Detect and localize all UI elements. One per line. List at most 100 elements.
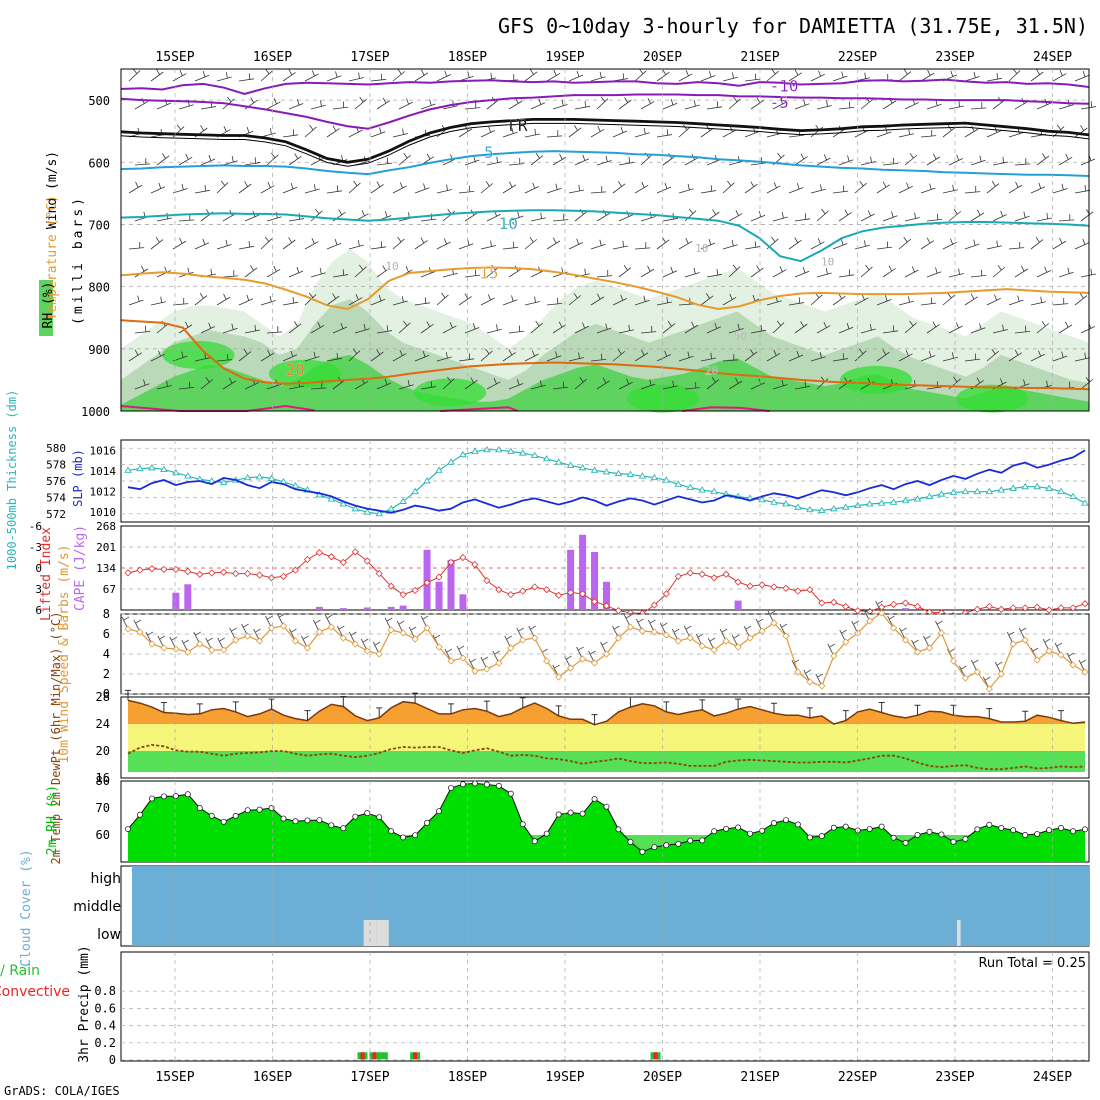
wind-barb [392,128,408,138]
lifted-index-marker [267,574,276,582]
wind-barb [260,295,276,306]
wind-barb [948,100,965,110]
wind-barb [920,129,937,138]
rh-marker [1070,828,1076,835]
wind-barb [612,181,626,194]
isotherm-20C [120,319,1090,391]
lifted-index-marker [148,565,156,573]
wind-barb [128,349,142,362]
thickness-marker [542,454,551,462]
thickness-marker [614,469,623,477]
wind-barb [414,351,430,362]
lifted-index-marker [363,557,371,565]
wind-barb [898,296,914,306]
wind-barb [442,376,455,390]
thickness-marker [638,472,647,479]
wind-barb [486,156,502,166]
wind-barb [590,186,607,194]
wind-speed-marker [411,635,419,643]
wind-barb [326,353,343,362]
wind-barb [1030,182,1046,194]
wind-speed-marker [638,627,646,635]
wind-barb [876,241,893,250]
wind-barb [772,379,788,390]
lifted-index-marker [722,570,730,578]
wind-barb [920,183,936,194]
wind-barb [684,100,700,110]
wind-barb [574,154,590,166]
isotherm-10C [120,209,1090,263]
lifted-index-marker [842,602,850,611]
wind-barb [684,208,697,222]
thickness-marker [578,464,587,471]
wind-barb [326,71,342,82]
thickness-marker [770,498,778,505]
wind-barb [1052,237,1067,250]
wind-barb [480,294,495,306]
wind-speed-marker [686,634,694,642]
wind-barb [1030,237,1044,250]
rh-marker [651,844,658,851]
wind-barb [508,157,525,166]
wind-barb [612,126,628,138]
lifted-index-marker [901,599,910,607]
x-label-bottom: 16SEP [253,1070,292,1085]
wind-speed-marker [303,644,312,652]
thickness-marker [662,476,671,483]
wind-barb [634,68,647,82]
wind-barb [574,376,587,390]
thickness-marker [841,503,850,510]
thickness-marker [973,487,982,495]
thickness-marker [387,505,395,512]
rh-y-tick: 60 [96,828,110,842]
thickness-marker [243,473,252,481]
wind-speed-marker [662,631,670,639]
wind-speed-marker [267,624,276,632]
isotherm--10C [120,78,1090,95]
precip-legend-convective: Convective [0,984,70,1000]
wind-barb [524,236,538,250]
wind-barb [376,378,392,390]
wind-barb [898,69,912,82]
lifted-index-marker [602,602,611,610]
wind-barb [684,381,701,390]
x-label-top: 20SEP [643,50,682,65]
wind-barb [684,321,699,334]
li-y-tick: -3 [29,541,42,554]
wind-speed-marker [232,636,240,644]
isotherm-15C [120,266,1090,311]
wind-barb [134,325,151,334]
cape-bar [315,606,323,610]
thickness-marker [758,495,766,503]
lifted-index-marker [734,578,742,586]
wind-barb [442,322,457,334]
lifted-index-marker [686,569,694,577]
wind-barb [898,236,911,250]
wind-barb [854,180,867,194]
wind-speed-marker [782,632,790,640]
li-y-tick: 6 [35,604,42,617]
wind-barb [1008,241,1025,250]
wind-barb [436,70,451,82]
wind-barb [128,68,141,82]
wind-barb [904,212,920,222]
wind-barb [904,152,918,166]
lifted-index-marker [447,558,455,566]
wind-barb [508,379,524,390]
wind-barb [480,180,494,194]
wind-barb [178,381,195,390]
wind-speed-marker [495,659,503,667]
rh-marker [866,826,873,833]
thickness-marker [566,461,575,468]
thickness-marker [818,506,826,513]
wind-barb [992,156,1009,166]
wind-speed-marker [770,619,778,627]
wind-barb [1008,68,1021,82]
rh-marker [1082,826,1088,833]
wind-barb [744,181,758,194]
wind-barb [282,237,296,250]
cape-bar [734,600,742,610]
wind-barb [612,240,629,250]
wind-barb [546,351,562,362]
wind-barb [398,320,411,334]
